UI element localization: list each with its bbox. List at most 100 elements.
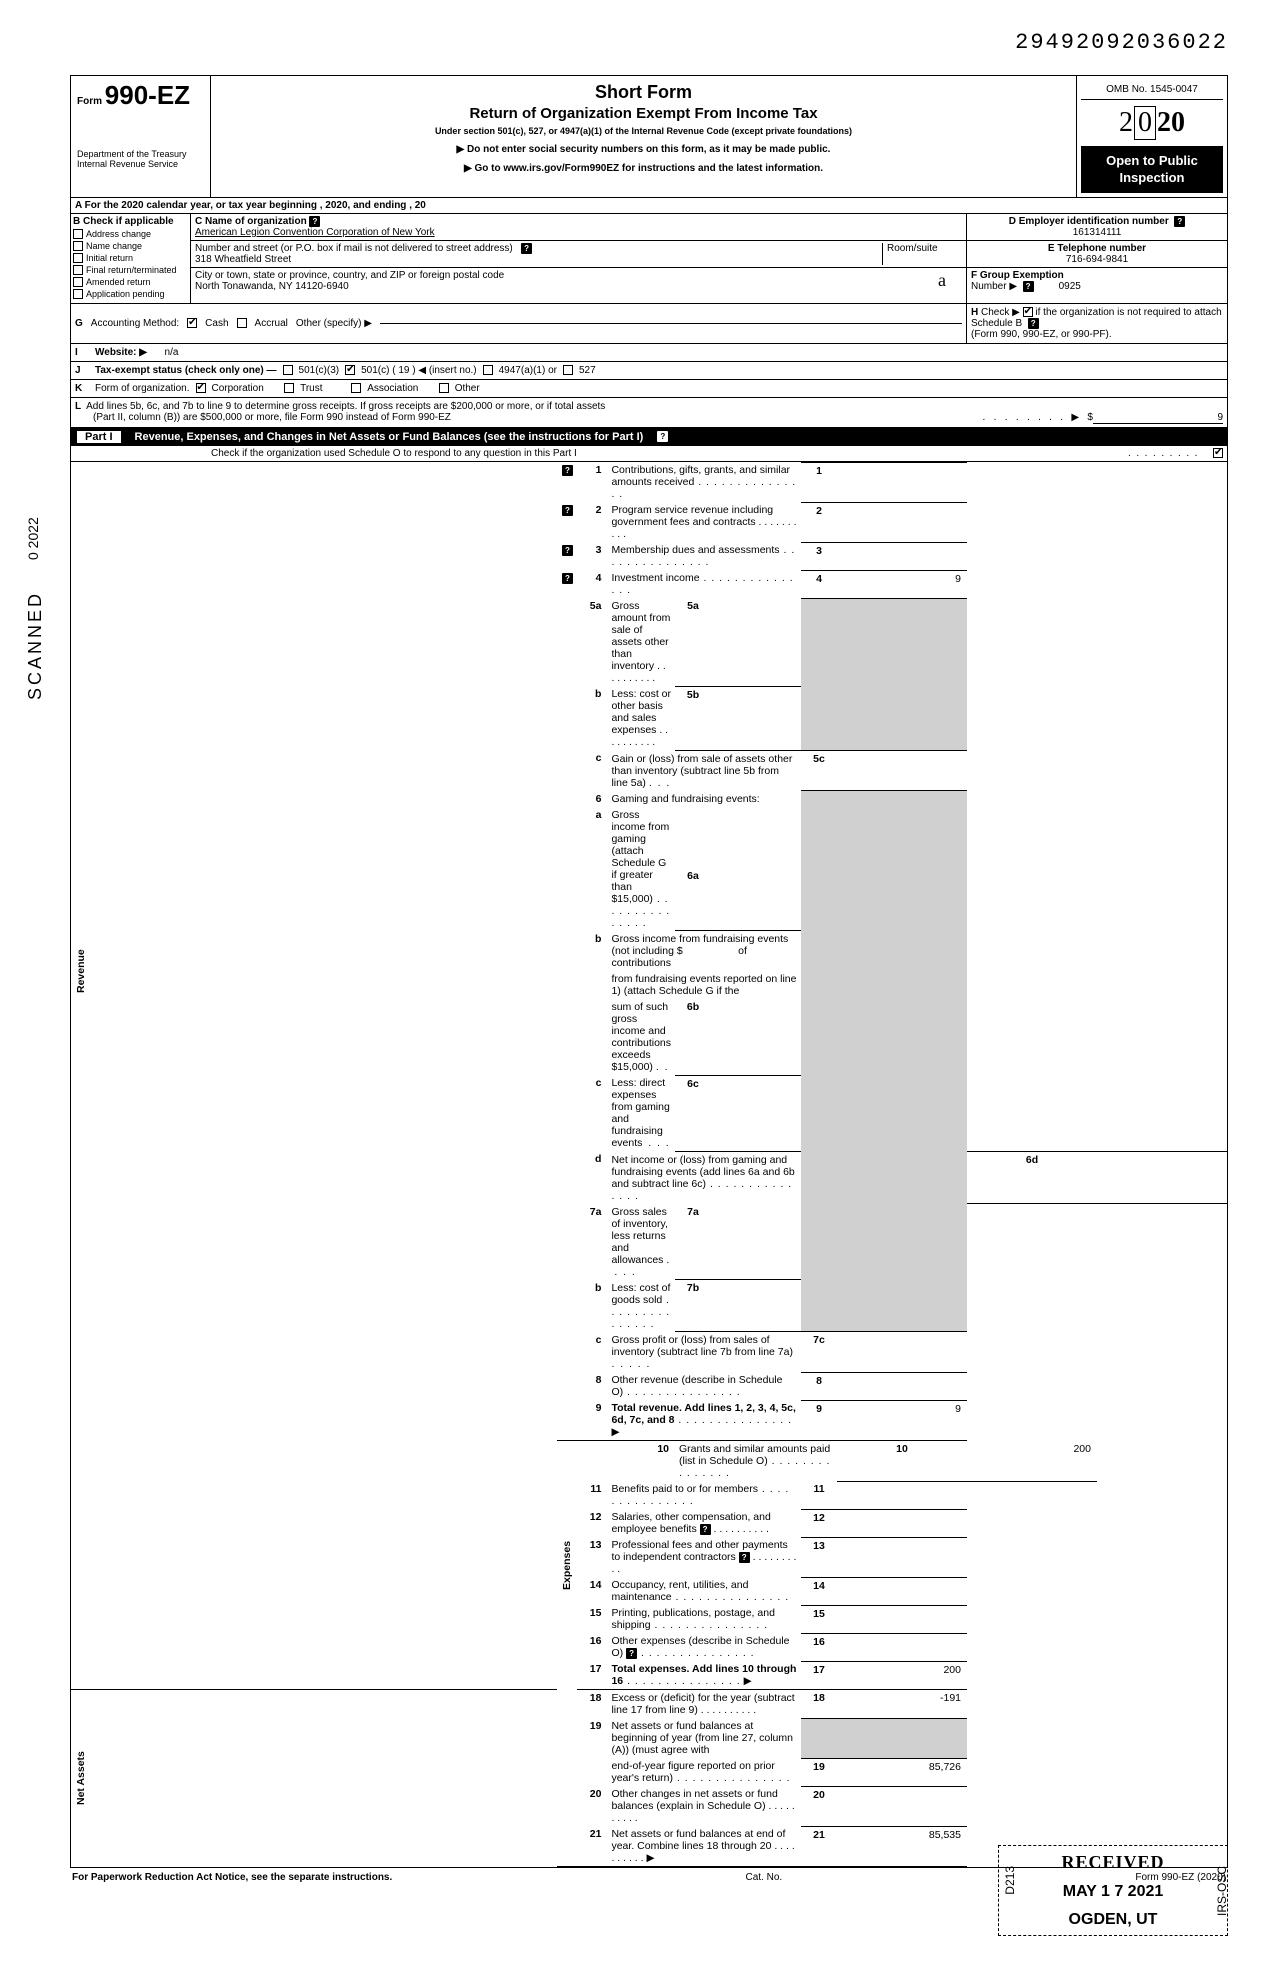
line-11: Benefits paid to or for members xyxy=(611,1483,757,1495)
help-icon[interactable]: ? xyxy=(309,216,320,227)
line-2: Program service revenue including govern… xyxy=(611,504,773,528)
val-9: 9 xyxy=(837,1400,967,1441)
open-to-public: Open to Public Inspection xyxy=(1081,147,1223,193)
chk-name-change[interactable] xyxy=(73,241,83,251)
line-21: Net assets or fund balances at end of ye… xyxy=(611,1828,785,1852)
part-title: Revenue, Expenses, and Changes in Net As… xyxy=(135,431,644,443)
expenses-label: Expenses xyxy=(557,1441,577,1690)
cat-no: Cat. No. xyxy=(745,1872,782,1883)
paperwork-notice: For Paperwork Reduction Act Notice, see … xyxy=(72,1872,392,1883)
f-label2: Number ▶ xyxy=(971,281,1017,292)
chk-501c3[interactable] xyxy=(283,365,293,375)
chk-accrual[interactable] xyxy=(237,318,247,328)
line-3: Membership dues and assessments xyxy=(611,544,779,556)
instructions-link: ▶ Go to www.irs.gov/Form990EZ for instru… xyxy=(217,163,1070,174)
line-6c: Less: direct expenses from gaming and fu… xyxy=(611,1077,669,1149)
form-subtitle: Return of Organization Exempt From Incom… xyxy=(217,105,1070,122)
chk-cash[interactable] xyxy=(187,318,197,328)
line-5c: Gain or (loss) from sale of assets other… xyxy=(611,753,792,789)
h-label: H xyxy=(971,307,978,318)
revenue-label: Revenue xyxy=(71,462,557,1481)
val-19: 85,726 xyxy=(837,1758,967,1786)
chk-address-change[interactable] xyxy=(73,229,83,239)
val-17: 200 xyxy=(837,1661,967,1690)
help-icon[interactable]: ? xyxy=(521,243,532,254)
chk-schedule-o[interactable] xyxy=(1213,448,1223,458)
chk-schedule-b[interactable] xyxy=(1023,307,1033,317)
help-icon[interactable]: ? xyxy=(739,1552,750,1563)
chk-initial-return[interactable] xyxy=(73,253,83,263)
l-text2: (Part II, column (B)) are $500,000 or mo… xyxy=(75,412,451,424)
val-18: -191 xyxy=(837,1690,967,1719)
col-c-org: C Name of organization ? American Legion… xyxy=(191,214,967,303)
help-icon[interactable]: ? xyxy=(700,1524,711,1535)
j-text: Tax-exempt status (check only one) — xyxy=(95,365,277,376)
form-990ez: Form 990-EZ Department of the Treasury I… xyxy=(70,75,1228,1868)
val-21: 85,535 xyxy=(837,1826,967,1867)
line-20: Other changes in net assets or fund bala… xyxy=(611,1788,777,1812)
d-label: D Employer identification number xyxy=(1009,216,1169,227)
initial-scrawl: a xyxy=(938,270,946,290)
help-icon[interactable]: ? xyxy=(1174,216,1185,227)
chk-501c[interactable] xyxy=(345,365,355,375)
col-b-checkboxes: B Check if applicable Address change Nam… xyxy=(71,214,191,303)
val-4: 9 xyxy=(837,570,967,598)
help-icon[interactable]: ? xyxy=(562,573,573,584)
line-19a: Net assets or fund balances at beginning… xyxy=(611,1720,793,1756)
org-info-block: B Check if applicable Address change Nam… xyxy=(71,214,1227,304)
i-label: I xyxy=(75,347,89,358)
l-label: L xyxy=(75,401,81,412)
under-section: Under section 501(c), 527, or 4947(a)(1)… xyxy=(217,126,1070,136)
col-def: D Employer identification number ? 16131… xyxy=(967,214,1227,303)
chk-association[interactable] xyxy=(351,383,361,393)
form-label: Form xyxy=(77,96,102,107)
help-icon[interactable]: ? xyxy=(1028,318,1039,329)
j-label: J xyxy=(75,365,89,376)
k-text: Form of organization. xyxy=(95,383,190,394)
help-icon[interactable]: ? xyxy=(1023,281,1034,292)
stamp-received: RECEIVED xyxy=(1005,1852,1221,1873)
phone: 716-694-9841 xyxy=(1066,254,1128,265)
chk-final-return[interactable] xyxy=(73,265,83,275)
part-i-header: Part I Revenue, Expenses, and Changes in… xyxy=(71,428,1227,446)
chk-4947[interactable] xyxy=(483,365,493,375)
city-label: City or town, state or province, country… xyxy=(195,270,504,281)
i-text: Website: ▶ xyxy=(95,347,147,358)
room-label: Room/suite xyxy=(887,243,938,254)
addr-label: Number and street (or P.O. box if mail i… xyxy=(195,243,513,254)
part-i-table: Revenue ? 1 Contributions, gifts, grants… xyxy=(71,462,1227,1868)
header-left: Form 990-EZ Department of the Treasury I… xyxy=(71,76,211,197)
val-10: 200 xyxy=(967,1441,1097,1482)
dept-treasury: Department of the Treasury xyxy=(77,149,204,159)
line-6b-2: from fundraising events reported on line… xyxy=(611,973,796,997)
chk-amended[interactable] xyxy=(73,277,83,287)
chk-pending[interactable] xyxy=(73,289,83,299)
city-state-zip: North Tonawanda, NY 14120-6940 xyxy=(195,281,349,292)
col-b-header: B Check if applicable xyxy=(73,216,188,227)
chk-other-org[interactable] xyxy=(439,383,449,393)
received-stamp: RECEIVED MAY 1 7 2021 OGDEN, UT IRS-OSC … xyxy=(998,1845,1228,1936)
help-icon[interactable]: ? xyxy=(562,505,573,516)
chk-corporation[interactable] xyxy=(196,383,206,393)
chk-trust[interactable] xyxy=(284,383,294,393)
l-text1: Add lines 5b, 6c, and 7b to line 9 to de… xyxy=(86,401,605,412)
form-header: Form 990-EZ Department of the Treasury I… xyxy=(71,76,1227,198)
line-4: Investment income xyxy=(611,572,699,584)
help-icon[interactable]: ? xyxy=(562,465,573,476)
help-icon[interactable]: ? xyxy=(657,431,668,442)
irs-label: Internal Revenue Service xyxy=(77,159,204,169)
chk-527[interactable] xyxy=(563,365,573,375)
scanned-watermark: SCANNED xyxy=(25,591,46,700)
line-6: Gaming and fundraising events: xyxy=(611,793,759,805)
help-icon[interactable]: ? xyxy=(562,545,573,556)
c-label: C Name of organization xyxy=(195,216,307,227)
g-text: Accounting Method: xyxy=(91,318,179,329)
line-6a: Gross income from gaming (attach Schedul… xyxy=(611,809,669,905)
stamp-location: OGDEN, UT xyxy=(1005,1911,1221,1929)
form-number: 990-EZ xyxy=(105,80,190,110)
stamp-irs-osc: IRS-OSC xyxy=(1215,1866,1229,1916)
netassets-label: Net Assets xyxy=(71,1690,557,1867)
part-i-sub: Check if the organization used Schedule … xyxy=(71,446,1227,462)
part-label: Part I xyxy=(77,431,121,443)
control-number: 29492092036022 xyxy=(70,30,1228,55)
